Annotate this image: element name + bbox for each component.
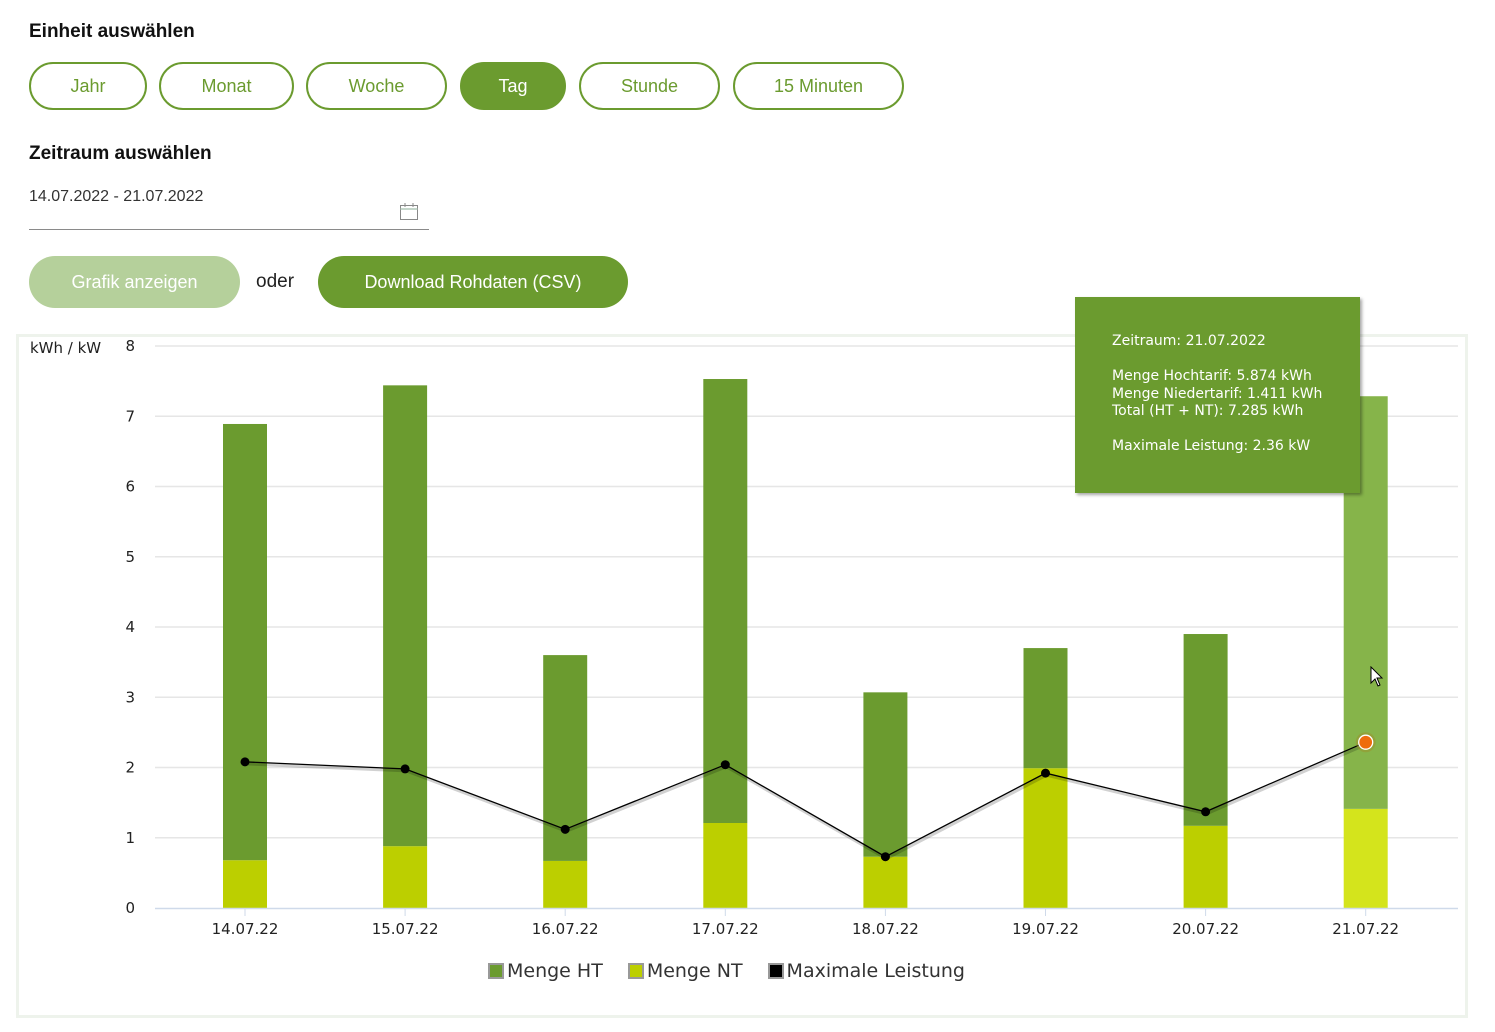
- bar-nt: [223, 860, 267, 908]
- line-point-highlighted: [1358, 734, 1374, 750]
- date-range-input[interactable]: 14.07.2022 - 21.07.2022: [29, 186, 429, 230]
- x-tick-label: 17.07.22: [692, 920, 759, 938]
- y-tick-label: 4: [125, 618, 135, 636]
- bar-nt: [383, 846, 428, 908]
- separator-text: oder: [256, 271, 295, 292]
- y-tick-label: 7: [125, 407, 135, 425]
- line-point: [240, 757, 250, 767]
- calendar-icon[interactable]: [400, 203, 418, 220]
- unit-button-tag[interactable]: Tag: [460, 62, 566, 110]
- show-chart-button[interactable]: Grafik anzeigen: [29, 256, 240, 308]
- tooltip-period: Zeitraum: 21.07.2022: [1112, 333, 1266, 349]
- y-tick-label: 6: [125, 478, 135, 496]
- chart-tooltip: Zeitraum: 21.07.2022 Menge Hochtarif: 5.…: [1075, 297, 1360, 493]
- x-tick-label: 16.07.22: [532, 920, 599, 938]
- unit-heading: Einheit auswählen: [29, 21, 195, 42]
- legend-item-max-power[interactable]: Maximale Leistung: [767, 960, 965, 982]
- x-tick-label: 14.07.22: [212, 920, 279, 938]
- x-tick-label: 15.07.22: [372, 920, 439, 938]
- download-csv-button[interactable]: Download Rohdaten (CSV): [318, 256, 628, 308]
- y-tick-label: 2: [125, 759, 135, 777]
- y-tick-label: 8: [125, 337, 135, 355]
- bar-nt: [863, 856, 908, 908]
- unit-button-woche[interactable]: Woche: [306, 62, 447, 110]
- line-max-power: [244, 741, 1366, 858]
- line-shadow: [245, 742, 1368, 861]
- x-tick-label: 21.07.22: [1332, 920, 1399, 938]
- tooltip-max-power: Maximale Leistung: 2.36 kW: [1112, 438, 1311, 454]
- legend-item-ht[interactable]: Menge HT: [488, 960, 603, 982]
- legend-item-nt[interactable]: Menge NT: [627, 960, 743, 982]
- y-tick-label: 3: [125, 688, 135, 706]
- tooltip-ht: Menge Hochtarif: 5.874 kWh: [1112, 368, 1312, 384]
- bar-nt: [703, 822, 748, 908]
- bar-ht: [703, 379, 748, 823]
- bar-nt: [543, 860, 588, 908]
- legend-label-ht: Menge HT: [507, 960, 603, 982]
- bar-ht: [863, 692, 908, 857]
- line-point: [1201, 807, 1211, 817]
- unit-button-15-minuten[interactable]: 15 Minuten: [733, 62, 904, 110]
- y-tick-label: 0: [125, 899, 135, 917]
- legend-swatch-nt: [627, 963, 644, 979]
- line-point: [1041, 768, 1050, 778]
- y-tick-label: 1: [125, 829, 135, 847]
- bar-nt: [1343, 808, 1388, 908]
- x-tick-label: 20.07.22: [1172, 920, 1239, 938]
- date-range-value: 14.07.2022 - 21.07.2022: [29, 188, 204, 205]
- line-point: [720, 760, 730, 770]
- legend-label-max-power: Maximale Leistung: [786, 960, 965, 982]
- chart-container: [16, 334, 1468, 1018]
- tooltip-total: Total (HT + NT): 7.285 kWh: [1112, 403, 1304, 419]
- tooltip-nt: Menge Niedertarif: 1.411 kWh: [1112, 385, 1323, 402]
- chart-legend: Menge HT Menge NT Maximale Leistung: [488, 960, 990, 982]
- legend-swatch-ht: [488, 963, 504, 979]
- line-point: [560, 824, 570, 834]
- x-tick-label: 18.07.22: [852, 920, 919, 938]
- bar-ht: [1023, 648, 1068, 769]
- bar-nt: [1183, 825, 1228, 908]
- legend-label-nt: Menge NT: [646, 960, 743, 982]
- bar-nt: [1023, 768, 1068, 908]
- unit-button-monat[interactable]: Monat: [159, 62, 294, 110]
- bar-ht: [1183, 634, 1228, 826]
- period-heading: Zeitraum auswählen: [29, 143, 212, 164]
- mouse-cursor-icon: [1370, 666, 1384, 687]
- x-tick-label: 19.07.22: [1012, 920, 1079, 938]
- bar-ht: [223, 423, 267, 861]
- unit-button-stunde[interactable]: Stunde: [579, 62, 720, 110]
- y-axis-label: kWh / kW: [30, 339, 101, 357]
- line-point: [400, 764, 410, 774]
- line-point: [880, 852, 890, 862]
- unit-button-jahr[interactable]: Jahr: [29, 62, 147, 110]
- legend-swatch-max-power: [767, 963, 784, 979]
- y-tick-label: 5: [125, 548, 135, 566]
